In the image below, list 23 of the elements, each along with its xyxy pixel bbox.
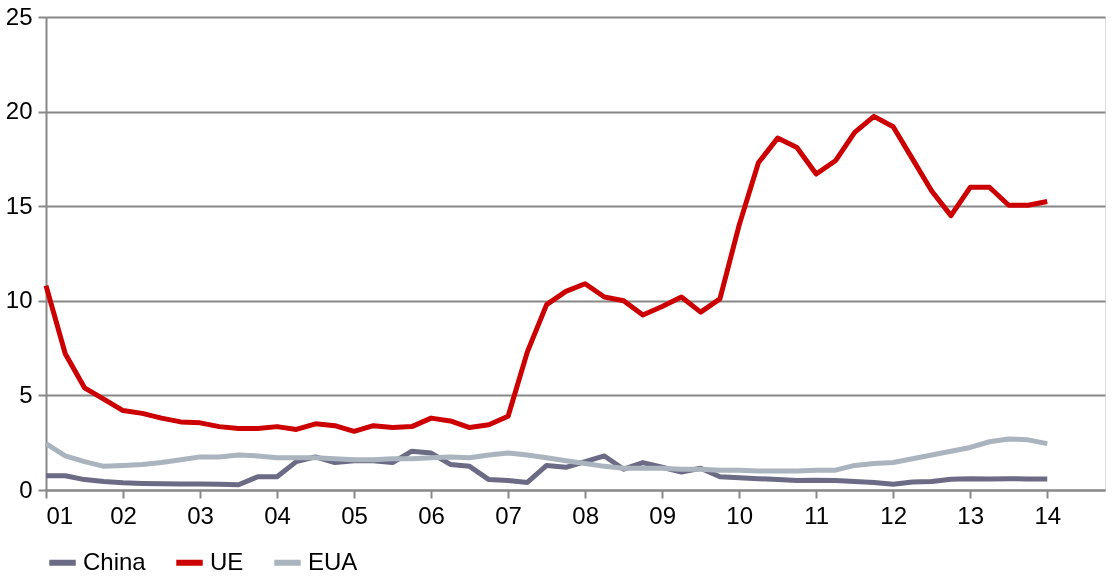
y-tick-label: 15	[5, 191, 33, 219]
x-tick-label: 04	[264, 501, 291, 529]
x-tick-label: 01	[46, 501, 74, 529]
legend-label: EUA	[308, 547, 358, 575]
x-tick-label: 11	[804, 501, 830, 529]
x-tick-label: 14	[1034, 501, 1062, 529]
x-tick-label: 07	[495, 501, 522, 529]
legend-label: China	[83, 547, 147, 575]
y-tick-label: 10	[5, 286, 33, 314]
y-tick-label: 25	[5, 2, 33, 30]
x-tick-label: 13	[957, 501, 985, 529]
y-tick-label: 20	[5, 97, 33, 125]
x-tick-label: 06	[418, 501, 445, 529]
x-tick-label: 02	[110, 501, 137, 529]
x-tick-label: 05	[341, 501, 368, 529]
y-tick-label: 5	[19, 380, 33, 408]
x-tick-label: 03	[187, 501, 214, 529]
x-tick-label: 08	[572, 501, 599, 529]
y-tick-label: 0	[19, 475, 33, 503]
legend-label: UE	[210, 547, 244, 575]
x-tick-label: 09	[649, 501, 676, 529]
x-tick-label: 12	[880, 501, 908, 529]
x-tick-label: 10	[726, 501, 754, 529]
